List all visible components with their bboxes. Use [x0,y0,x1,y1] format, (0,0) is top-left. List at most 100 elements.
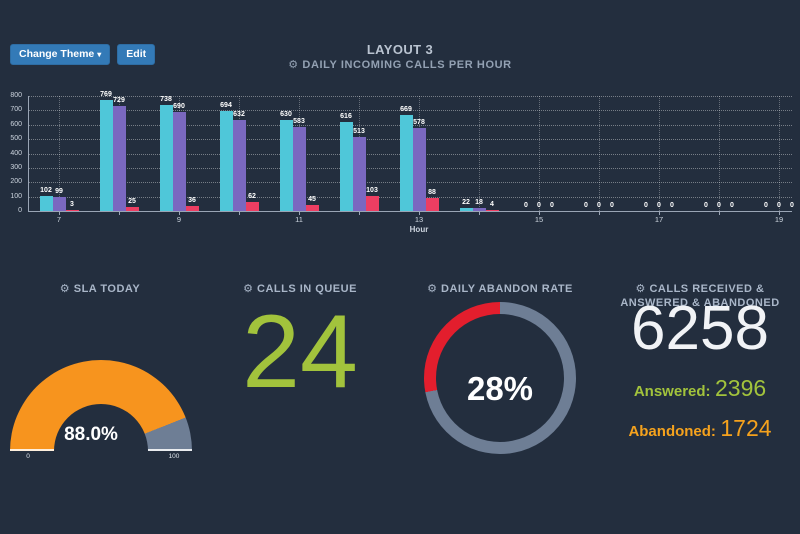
bar-value-label: 616 [340,113,352,120]
bar-value-label: 18 [475,199,483,206]
x-tick [539,211,540,215]
bar-red [65,210,79,211]
x-tick [419,211,420,215]
bar-value-label: 103 [366,187,378,194]
bar-purple [172,112,186,211]
answered-label: Answered: [633,383,711,400]
bar-value-label: 4 [490,201,494,208]
toolbar: Change Theme ▾ Edit [10,44,156,65]
bar-red [425,198,439,211]
abandoned-label: Abandoned: [628,423,716,440]
bar-cyan [159,105,173,211]
y-axis-line [28,96,29,211]
bar-value-label: 88 [428,189,436,196]
bar-value-label: 690 [173,103,185,110]
bar-purple [52,197,66,211]
bar-cyan [459,208,473,211]
bar-value-label: 583 [293,118,305,125]
x-axis-title: Hour [409,225,429,234]
bar-value-label: 36 [188,197,196,204]
queue-widget-title: ⚙ CALLS IN QUEUE [200,282,400,296]
abandon-title-text: DAILY ABANDON RATE [441,283,573,295]
chevron-down-icon: ▾ [97,50,102,59]
bar-value-label: 0 [704,202,708,209]
bar-value-label: 729 [113,97,125,104]
queue-title-text: CALLS IN QUEUE [257,283,357,295]
y-gridline [28,110,792,112]
calls-in-queue-value: 24 [242,294,358,410]
bar-red [305,205,319,211]
bar-value-label: 578 [413,119,425,126]
x-tick [59,211,60,215]
x-tick-label: 9 [176,215,182,224]
bar-red [125,207,139,211]
bar-red [485,210,499,211]
x-axis-line [28,211,792,212]
bar-value-label: 0 [764,202,768,209]
bar-value-label: 0 [657,202,661,209]
y-tick-label: 200 [10,178,22,186]
sla-gauge-max-tick [148,449,192,451]
x-tick [659,211,660,215]
x-tick [719,211,720,215]
abandoned-stat: Abandoned: 1724 [600,415,800,442]
bar-value-label: 22 [462,199,470,206]
sla-gauge-max-label: 100 [168,453,180,460]
x-gridline [479,96,480,211]
abandon-donut-hole: 28% [436,314,564,442]
bar-value-label: 0 [597,202,601,209]
x-tick-label: 11 [295,215,303,224]
bar-value-label: 694 [220,102,232,109]
widget-calls-in-queue: ⚙ CALLS IN QUEUE 24 [200,272,400,534]
bar-red [185,206,199,211]
bar-value-label: 0 [730,202,734,209]
bar-purple [112,106,126,211]
x-gridline [59,96,60,211]
edit-button[interactable]: Edit [117,44,156,65]
bar-value-label: 25 [128,198,136,205]
y-tick-label: 100 [10,192,22,200]
gear-icon: ⚙ [427,283,438,295]
x-tick [779,211,780,215]
bar-value-label: 0 [717,202,721,209]
y-tick-label: 700 [10,106,22,114]
x-tick [179,211,180,215]
chart-subtitle: ⚙ DAILY INCOMING CALLS PER HOUR [0,58,800,71]
abandon-widget-title: ⚙ DAILY ABANDON RATE [400,282,600,296]
abandon-rate-donut: 28% [424,302,576,454]
bar-value-label: 0 [790,202,794,209]
x-gridline [719,96,720,211]
bar-value-label: 630 [280,111,292,118]
bar-value-label: 738 [160,96,172,103]
bar-cyan [99,100,113,211]
answered-stat: Answered: 2396 [600,375,800,402]
bar-value-label: 102 [40,187,52,194]
bar-value-label: 3 [70,201,74,208]
x-gridline [599,96,600,211]
abandoned-value: 1724 [720,415,772,441]
bar-purple [232,120,246,211]
gear-icon: ⚙ [59,283,71,295]
change-theme-button[interactable]: Change Theme ▾ [10,44,111,65]
bar-value-label: 513 [353,128,365,135]
x-tick-label: 13 [414,215,424,224]
x-tick [119,211,120,215]
x-tick [299,211,300,215]
bar-red [245,202,259,211]
bar-cyan [219,111,233,211]
bar-value-label: 0 [610,202,614,209]
calls-received-total: 6258 [631,294,769,363]
bar-purple [292,127,306,211]
bar-cyan [39,196,53,211]
answered-value: 2396 [714,375,767,401]
x-tick [359,211,360,215]
bar-value-label: 632 [233,111,245,118]
bar-value-label: 62 [248,193,256,200]
x-tick-label: 15 [534,215,544,224]
bar-value-label: 0 [777,202,781,209]
sla-widget-title: ⚙ SLA TODAY [0,282,200,296]
sla-gauge-min-label: 0 [26,453,30,460]
bar-cyan [279,120,293,211]
x-tick [239,211,240,215]
widget-abandon-rate: ⚙ DAILY ABANDON RATE 28% [400,272,600,534]
